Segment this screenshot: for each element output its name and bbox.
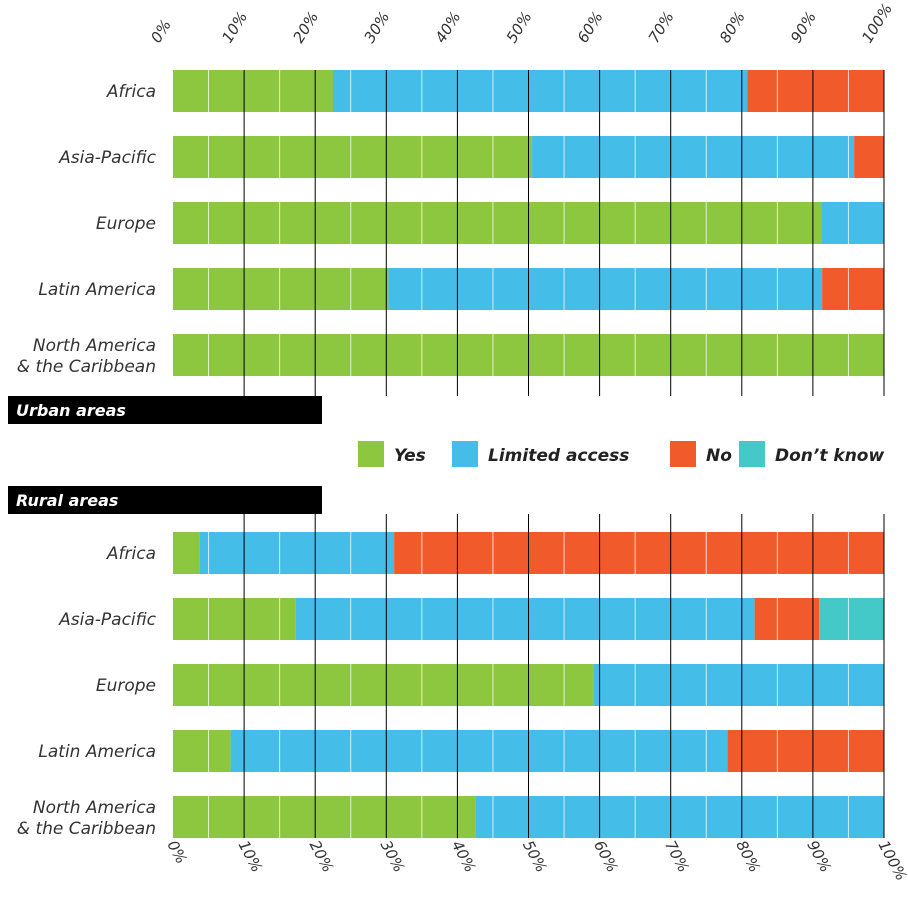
- tick-label: 0%: [163, 837, 190, 866]
- legend-label: Don’t know: [775, 446, 884, 466]
- category-label: North America & the Caribbean: [17, 798, 156, 839]
- bar-segment-limited: [593, 664, 884, 706]
- category-label: Africa: [106, 82, 156, 102]
- urban-panel: Africa Asia-Pacific Europe Latin America Nor…: [8, 0, 896, 424]
- bar-segment-yes: [173, 532, 200, 574]
- bar-segment-no: [747, 70, 884, 112]
- tick-label: 40%: [432, 8, 465, 46]
- legend-label: No: [706, 446, 732, 466]
- bar-segment-limited: [332, 70, 748, 112]
- category-label: Europe: [96, 676, 156, 696]
- bar-segment-yes: [173, 796, 476, 838]
- bar-segment-limited: [388, 268, 823, 310]
- tick-label: 70%: [661, 837, 693, 875]
- rural-panel: Africa Asia-Pacific Europe Latin America Nor…: [8, 486, 908, 884]
- legend-label: Limited access: [488, 446, 629, 466]
- tick-label: 100%: [874, 837, 908, 883]
- panel-label-box: [8, 396, 322, 424]
- tick-label: 20%: [289, 8, 322, 46]
- panel-label-box: [8, 486, 322, 514]
- tick-label: 60%: [574, 8, 607, 46]
- bar-segment-yes: [173, 70, 333, 112]
- bar-segment-yes: [173, 664, 594, 706]
- bar-segment-limited: [532, 136, 855, 178]
- tick-label: 0%: [147, 16, 175, 46]
- bar-segment-no: [394, 532, 884, 574]
- legend-swatch-limited: [452, 441, 478, 467]
- bar-segment-limited: [475, 796, 884, 838]
- tick-label: 80%: [716, 8, 749, 46]
- bar-segment-yes: [173, 268, 389, 310]
- legend-swatch-dont_know: [739, 441, 765, 467]
- tick-label: 50%: [519, 837, 551, 875]
- bar-segment-limited: [230, 730, 728, 772]
- tick-label: 60%: [590, 837, 622, 875]
- tick-label: 100%: [858, 0, 896, 46]
- tick-label: 90%: [803, 837, 835, 875]
- bar-segment-limited: [295, 598, 755, 640]
- tick-label: 10%: [235, 837, 267, 875]
- bar-segment-yes: [173, 598, 296, 640]
- tick-label: 90%: [787, 8, 820, 46]
- tick-label: 80%: [732, 837, 764, 875]
- category-label: North America & the Caribbean: [17, 336, 156, 377]
- category-label: Europe: [96, 214, 156, 234]
- category-label: Asia-Pacific: [58, 610, 156, 630]
- legend-swatch-yes: [358, 441, 384, 467]
- bar-segment-no: [727, 730, 884, 772]
- bar-segment-yes: [173, 202, 822, 244]
- category-label-line: North America: [33, 798, 156, 818]
- bar-segment-yes: [173, 136, 533, 178]
- panel-title: Rural areas: [16, 491, 118, 510]
- category-label-line: & the Caribbean: [17, 357, 156, 377]
- tick-label: 40%: [448, 837, 480, 875]
- bar-segment-limited: [821, 202, 884, 244]
- bar-segment-no: [754, 598, 820, 640]
- bar-segment-yes: [173, 730, 231, 772]
- legend-label: Yes: [394, 446, 426, 466]
- bar-segment-no: [822, 268, 884, 310]
- tick-label: 70%: [645, 8, 678, 46]
- category-label-line: North America: [33, 336, 156, 356]
- category-label-line: & the Caribbean: [17, 819, 156, 839]
- category-label: Africa: [106, 544, 156, 564]
- tick-label: 50%: [503, 8, 536, 46]
- tick-label: 20%: [306, 837, 338, 875]
- category-label: Latin America: [38, 280, 156, 300]
- panel-title: Urban areas: [16, 401, 126, 420]
- tick-label: 30%: [377, 837, 409, 875]
- category-label: Latin America: [38, 742, 156, 762]
- tick-label: 10%: [218, 8, 251, 46]
- legend-swatch-no: [670, 441, 696, 467]
- legend: Yes Limited access No Don’t know: [358, 441, 884, 467]
- bar-segment-dont_know: [819, 598, 884, 640]
- tick-label: 30%: [360, 8, 393, 46]
- bar-segment-limited: [199, 532, 395, 574]
- bar-segment-no: [854, 136, 884, 178]
- category-label: Asia-Pacific: [58, 148, 156, 168]
